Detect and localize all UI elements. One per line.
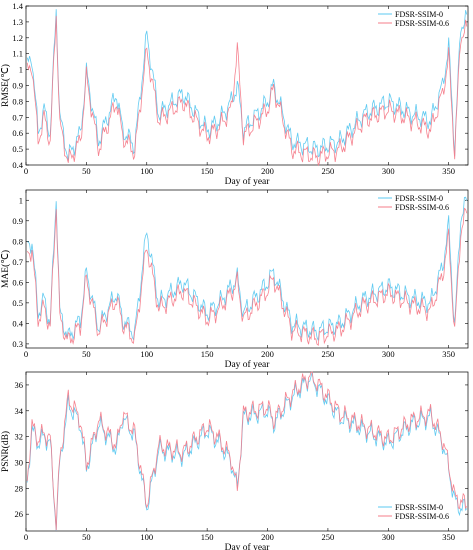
mae-series-line-fdsr-ssim-0 (27, 196, 468, 341)
x-tick-label: 150 (201, 166, 214, 176)
x-tick-label: 350 (442, 166, 455, 176)
x-tick-label: 300 (382, 166, 395, 176)
y-tick-label: 1 (19, 195, 23, 205)
y-tick-label: 1.2 (12, 33, 23, 43)
x-tick-label: 50 (82, 532, 91, 542)
y-tick-label: 0.4 (12, 318, 23, 328)
mae-plot-frame (25, 189, 469, 349)
psnr-panel: 0 50 100 150 200 250 300 350 26 28 30 32 34 36 Day of … (0, 371, 469, 550)
rmse-panel: 0 50 100 150 200 250 300 350 0.4 0.5 0.6 0.7 0.8 0.9 1… (0, 1, 469, 187)
x-tick-label: 350 (442, 532, 455, 542)
x-tick-label: 0 (24, 532, 28, 542)
rmse-x-axis-label: Day of year (225, 176, 271, 187)
x-tick-label: 150 (201, 349, 214, 359)
y-tick-label: 0.6 (12, 128, 23, 138)
y-tick-label: 34 (15, 406, 24, 416)
x-tick-label: 0 (24, 349, 28, 359)
x-tick-label: 200 (261, 532, 274, 542)
x-tick-label: 200 (261, 349, 274, 359)
x-tick-label: 0 (24, 166, 28, 176)
y-tick-label: 36 (15, 380, 24, 390)
y-tick-label: 0.8 (12, 236, 23, 246)
x-tick-label: 200 (261, 166, 274, 176)
y-tick-label: 0.3 (12, 339, 23, 349)
y-tick-label: 0.7 (12, 257, 23, 267)
y-tick-label: 0.7 (12, 112, 23, 122)
legend-label: FDSR-SSIM-0 (395, 10, 443, 19)
y-tick-label: 1.1 (12, 49, 23, 59)
mae-x-axis-label: Day of year (225, 359, 271, 370)
y-tick-label: 0.9 (12, 81, 23, 91)
x-tick-label: 50 (82, 166, 91, 176)
y-tick-label: 0.9 (12, 216, 23, 226)
legend-label: FDSR-SSIM-0 (395, 503, 443, 512)
x-tick-label: 100 (140, 166, 153, 176)
y-tick-label: 30 (15, 457, 24, 467)
y-tick-label: 1.3 (12, 17, 23, 27)
x-tick-label: 300 (382, 349, 395, 359)
rmse-plot-frame (25, 5, 469, 166)
legend-label: FDSR-SSIM-0.6 (395, 203, 449, 212)
legend-label: FDSR-SSIM-0 (395, 194, 443, 203)
legend-label: FDSR-SSIM-0.6 (395, 512, 449, 521)
mae-y-axis-label: MAE(℃) (0, 250, 11, 288)
rmse-series-line-fdsr-ssim-0-6 (26, 15, 468, 167)
rmse-series-line-fdsr-ssim-0 (26, 9, 468, 161)
legend-label: FDSR-SSIM-0.6 (395, 19, 449, 28)
psnr-series-line-fdsr-ssim-0-6 (26, 371, 468, 531)
x-tick-label: 350 (442, 349, 455, 359)
y-tick-label: 0.4 (12, 160, 23, 170)
rmse-y-axis-label: RMSE(℃) (0, 64, 11, 107)
y-tick-label: 0.8 (12, 96, 23, 106)
x-tick-label: 250 (322, 166, 335, 176)
y-tick-label: 28 (15, 483, 24, 493)
y-tick-label: 1 (19, 65, 23, 75)
x-tick-label: 250 (322, 349, 335, 359)
y-tick-label: 32 (15, 432, 24, 442)
mae-series-line-fdsr-ssim-0-6 (26, 207, 468, 347)
psnr-plot-frame (25, 371, 469, 532)
psnr-x-axis-label: Day of year (225, 542, 271, 550)
x-tick-label: 100 (140, 349, 153, 359)
x-tick-label: 150 (201, 532, 214, 542)
mae-panel: 0 50 100 150 200 250 300 350 0.3 0.4 0.5 0.6 0.7 0.8 0… (0, 189, 469, 370)
y-tick-label: 1.4 (12, 1, 23, 11)
y-tick-label: 26 (15, 509, 24, 519)
x-tick-label: 250 (322, 532, 335, 542)
x-tick-label: 100 (140, 532, 153, 542)
y-tick-label: 0.5 (12, 144, 23, 154)
y-tick-label: 0.5 (12, 298, 23, 308)
y-tick-label: 0.6 (12, 277, 23, 287)
psnr-y-axis-label: PSNR(dB) (0, 431, 11, 472)
x-tick-label: 300 (382, 532, 395, 542)
x-tick-label: 50 (82, 349, 91, 359)
